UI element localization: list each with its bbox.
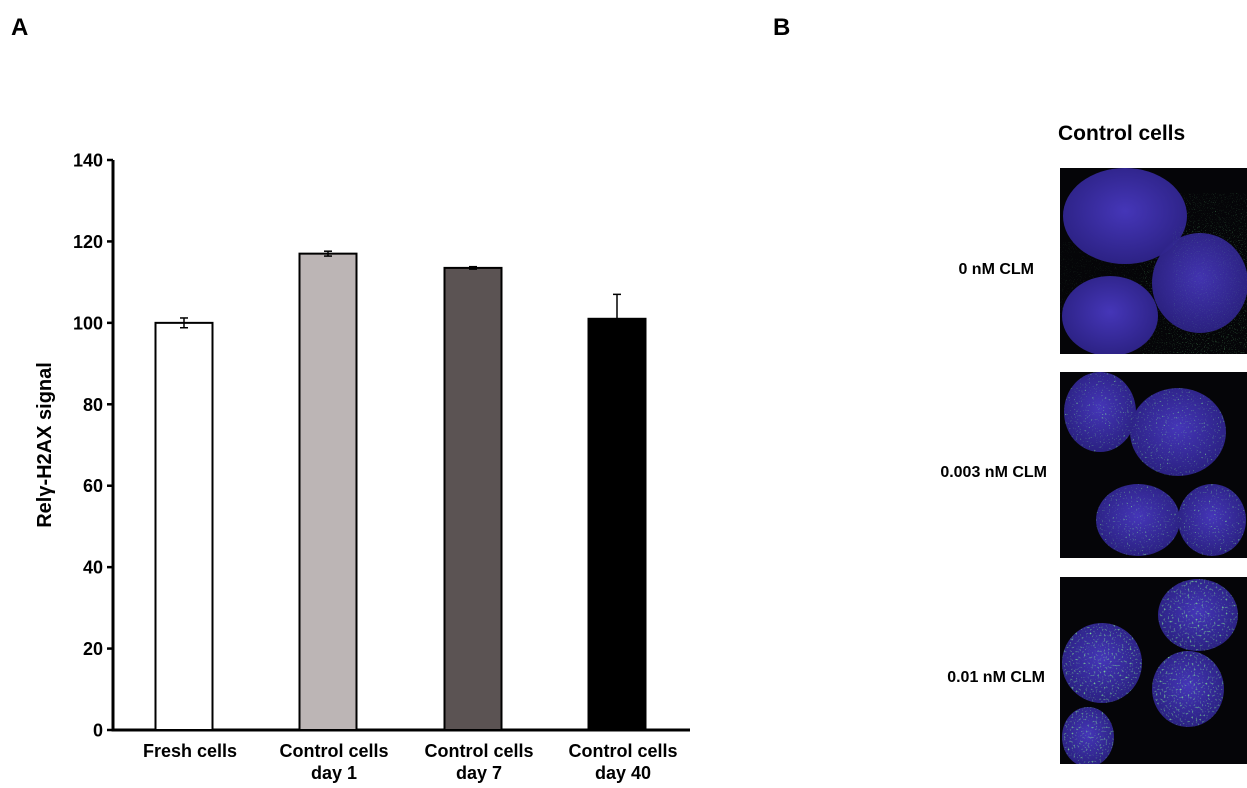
micrograph-label-0003nm: 0.003 nM CLM [940,464,1047,481]
bar [587,317,647,731]
x-tick-label: Control cells [424,741,533,761]
micrograph-label-001nm: 0.01 nM CLM [947,669,1045,686]
panel-letter-b: B [773,14,791,41]
x-tick-label: Control cells [279,741,388,761]
y-tick-label: 100 [73,313,103,333]
bar [154,321,214,731]
micrograph-0nm [1060,168,1247,354]
micrograph-label-0nm: 0 nM CLM [958,261,1034,278]
y-tick-label: 0 [93,721,103,741]
micrograph-001nm [1060,577,1247,764]
y-tick-label: 40 [83,558,103,578]
y-axis-label: Relγ-H2AX signal [34,362,56,528]
bar [443,266,503,731]
y-tick-label: 140 [73,151,103,171]
micrograph-title: Control cells [1058,122,1186,145]
x-tick-label: Fresh cells [143,741,237,761]
y-tick-label: 80 [83,395,103,415]
y-tick-label: 60 [83,476,103,496]
bar [298,252,358,731]
x-tick-label: day 1 [311,763,357,783]
x-tick-label: day 7 [456,763,502,783]
panel-letter-a: A [11,14,29,41]
micrograph-0003nm [1060,372,1247,558]
x-tick-label: day 40 [595,763,651,783]
x-tick-label: Control cells [568,741,677,761]
y-tick-label: 120 [73,232,103,252]
y-tick-label: 20 [83,639,103,659]
bar-chart: 0 20 40 60 80 100 120 140 Relγ-H2AX signal Fresh … [34,151,690,783]
